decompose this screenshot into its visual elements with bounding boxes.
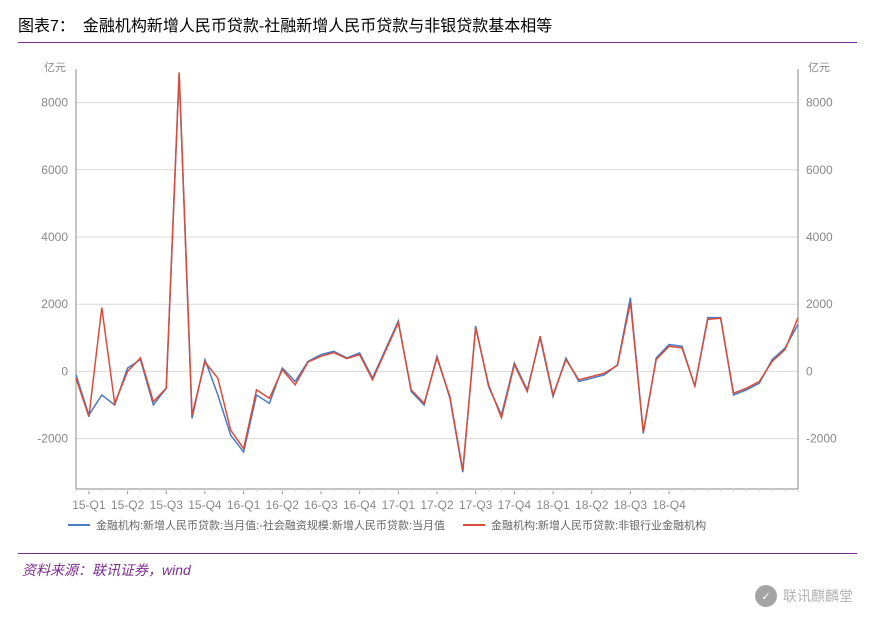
svg-text:17-Q2: 17-Q2 xyxy=(420,498,454,512)
title-prefix: 图表7： xyxy=(18,12,75,36)
svg-text:15-Q4: 15-Q4 xyxy=(188,498,222,512)
svg-text:2000: 2000 xyxy=(806,297,833,311)
legend-swatch-2 xyxy=(463,524,485,526)
chart-title-row: 图表7： 金融机构新增人民币贷款-社融新增人民币贷款与非银贷款基本相等 xyxy=(18,12,857,36)
legend-item-1: 金融机构:新增人民币贷款:当月值:-社会融资规模:新增人民币贷款:当月值 xyxy=(68,517,445,533)
svg-text:16-Q4: 16-Q4 xyxy=(343,498,377,512)
svg-text:15-Q3: 15-Q3 xyxy=(150,498,184,512)
watermark-text: 联讯麒麟堂 xyxy=(783,586,853,606)
svg-text:8000: 8000 xyxy=(41,96,68,110)
line-chart: -2000 -2000 0 0 2000 2000 4000 4000 6000 6000 8000… xyxy=(18,51,856,551)
svg-text:15-Q2: 15-Q2 xyxy=(111,498,145,512)
svg-text:4000: 4000 xyxy=(41,230,68,244)
legend-label-2: 金融机构:新增人民币贷款:非银行业金融机构 xyxy=(491,517,706,533)
svg-text:18-Q4: 18-Q4 xyxy=(652,498,686,512)
legend-swatch-1 xyxy=(68,524,90,526)
svg-text:18-Q3: 18-Q3 xyxy=(614,498,648,512)
svg-text:0: 0 xyxy=(61,364,68,378)
svg-text:16-Q3: 16-Q3 xyxy=(304,498,338,512)
svg-text:17-Q4: 17-Q4 xyxy=(498,498,532,512)
wechat-icon: ✓ xyxy=(755,585,777,607)
title-text: 金融机构新增人民币贷款-社融新增人民币贷款与非银贷款基本相等 xyxy=(83,12,552,36)
svg-text:4000: 4000 xyxy=(806,230,833,244)
svg-text:17-Q1: 17-Q1 xyxy=(382,498,416,512)
legend-item-2: 金融机构:新增人民币贷款:非银行业金融机构 xyxy=(463,517,706,533)
source-divider xyxy=(18,553,857,554)
watermark: ✓ 联讯麒麟堂 xyxy=(755,585,853,607)
svg-text:16-Q1: 16-Q1 xyxy=(227,498,261,512)
svg-text:-2000: -2000 xyxy=(806,432,837,446)
svg-text:2000: 2000 xyxy=(41,297,68,311)
svg-text:16-Q2: 16-Q2 xyxy=(266,498,300,512)
chart-legend: 金融机构:新增人民币贷款:当月值:-社会融资规模:新增人民币贷款:当月值 金融机… xyxy=(68,517,706,533)
svg-text:6000: 6000 xyxy=(41,163,68,177)
svg-text:17-Q3: 17-Q3 xyxy=(459,498,493,512)
svg-text:亿元: 亿元 xyxy=(44,61,66,74)
svg-text:亿元: 亿元 xyxy=(808,61,830,74)
svg-text:-2000: -2000 xyxy=(37,432,68,446)
chart-svg: -2000 -2000 0 0 2000 2000 4000 4000 6000 6000 8000… xyxy=(18,51,856,551)
svg-text:6000: 6000 xyxy=(806,163,833,177)
source-text: 资料来源：联讯证券，wind xyxy=(18,560,857,580)
svg-text:8000: 8000 xyxy=(806,96,833,110)
svg-text:0: 0 xyxy=(806,364,813,378)
legend-label-1: 金融机构:新增人民币贷款:当月值:-社会融资规模:新增人民币贷款:当月值 xyxy=(96,517,445,533)
svg-text:15-Q1: 15-Q1 xyxy=(72,498,106,512)
svg-text:18-Q2: 18-Q2 xyxy=(575,498,609,512)
title-divider xyxy=(18,42,857,43)
svg-text:18-Q1: 18-Q1 xyxy=(536,498,570,512)
